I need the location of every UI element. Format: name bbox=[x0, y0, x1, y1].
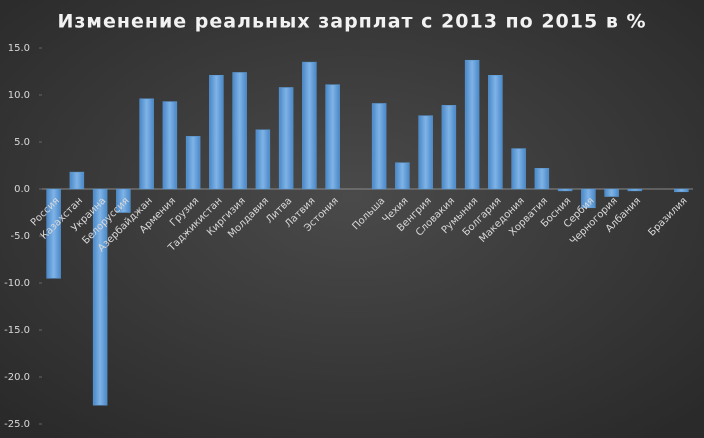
bar bbox=[557, 188, 573, 192]
bar bbox=[92, 188, 108, 406]
y-tick-label: 5.0 bbox=[14, 137, 30, 148]
bar bbox=[674, 188, 689, 193]
y-tick-label: -10.0 bbox=[4, 278, 30, 289]
bar bbox=[395, 162, 410, 190]
bar bbox=[46, 188, 61, 279]
bar bbox=[185, 136, 201, 190]
bar bbox=[534, 168, 550, 190]
y-tick-label: -20.0 bbox=[4, 372, 30, 383]
bar bbox=[627, 188, 643, 192]
bar bbox=[511, 148, 526, 190]
bar bbox=[209, 75, 224, 190]
bar bbox=[371, 103, 387, 190]
y-tick-label: -15.0 bbox=[4, 325, 30, 336]
bar bbox=[232, 72, 247, 190]
bar bbox=[604, 188, 619, 197]
bar bbox=[139, 98, 154, 190]
bar bbox=[278, 87, 294, 190]
bar bbox=[69, 171, 85, 190]
y-tick-label: 10.0 bbox=[8, 90, 30, 101]
y-tick-label: -5.0 bbox=[10, 231, 30, 242]
bar bbox=[116, 188, 131, 213]
bar bbox=[162, 101, 178, 190]
bar bbox=[488, 75, 503, 190]
bar bbox=[581, 188, 596, 209]
bar bbox=[418, 115, 433, 190]
y-tick-label: 0.0 bbox=[14, 184, 30, 195]
chart-title: Изменение реальных зарплат с 2013 по 201… bbox=[57, 11, 646, 33]
bar bbox=[325, 84, 340, 190]
bar bbox=[464, 59, 480, 190]
y-tick-label: 15.0 bbox=[8, 43, 30, 54]
bar bbox=[255, 129, 271, 190]
bar bbox=[441, 105, 457, 190]
y-tick-label: -25.0 bbox=[4, 419, 30, 430]
bar bbox=[302, 61, 317, 190]
